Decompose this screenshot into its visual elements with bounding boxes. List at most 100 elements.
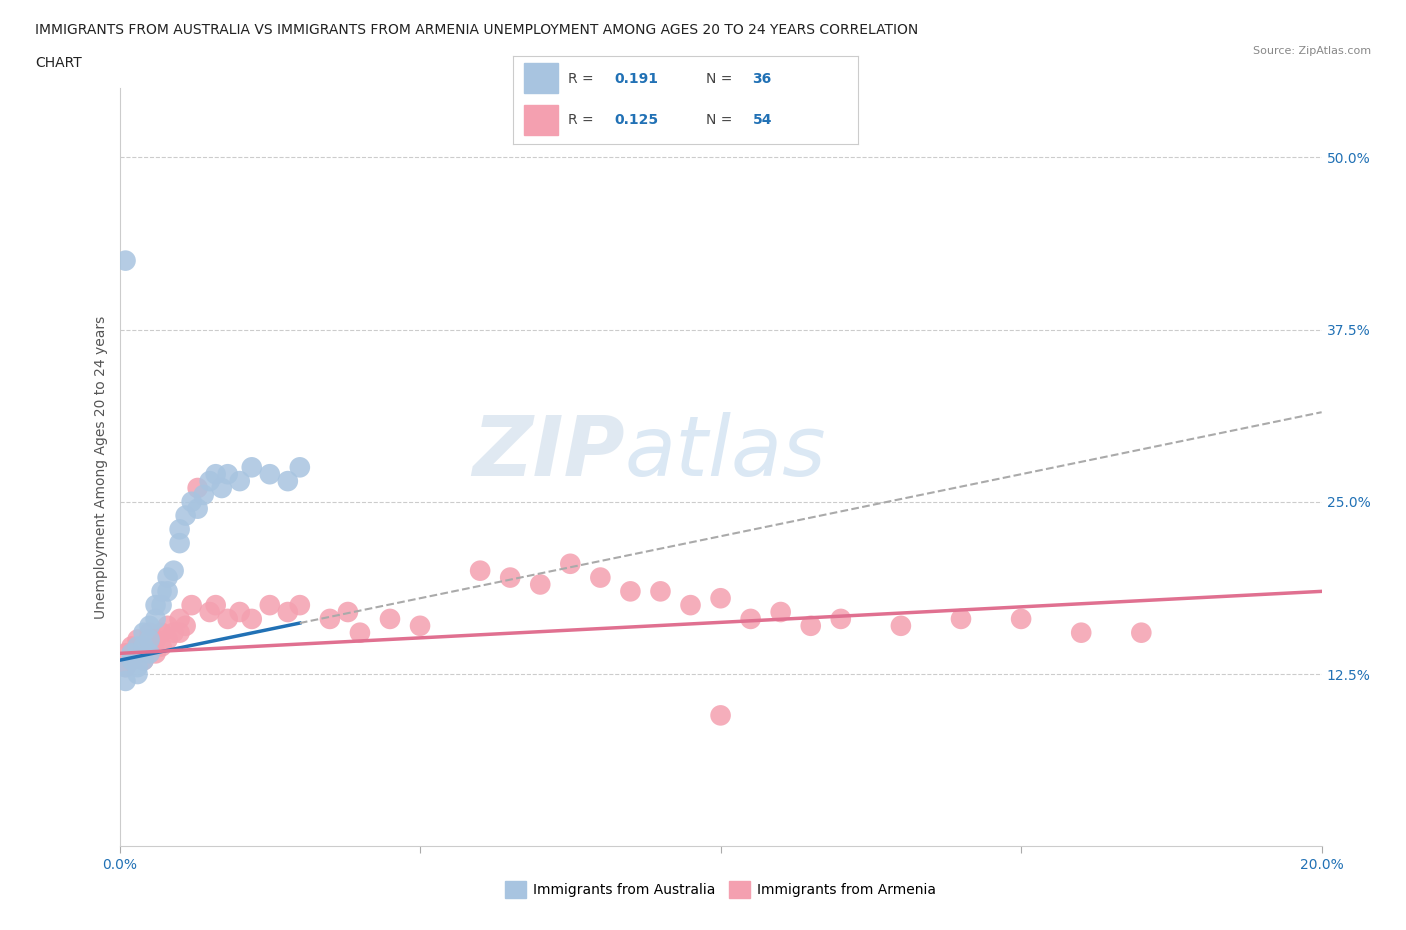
Legend: Immigrants from Australia, Immigrants from Armenia: Immigrants from Australia, Immigrants fr… [499,876,942,904]
Point [204,598,226,613]
Text: N =: N = [706,113,737,127]
Point [156,584,179,599]
Point [138,639,160,654]
Point [138,618,160,633]
Point [259,598,281,613]
Y-axis label: Unemployment Among Ages 20 to 24 years: Unemployment Among Ages 20 to 24 years [94,315,108,619]
Point [409,618,432,633]
Point [150,584,173,599]
Point [169,612,191,627]
Point [650,584,672,599]
Point [529,577,551,591]
Point [769,604,792,619]
Point [169,625,191,640]
Point [114,253,136,268]
Text: R =: R = [568,113,599,127]
Point [145,646,167,661]
Point [180,495,202,510]
Point [121,653,143,668]
Point [138,646,160,661]
Point [619,584,641,599]
Text: atlas: atlas [624,412,827,493]
Point [132,625,155,640]
Point [709,708,731,723]
Point [150,639,173,654]
Point [121,653,143,668]
Text: 36: 36 [752,72,772,86]
Point [169,522,191,537]
Point [217,467,239,482]
Point [1070,625,1092,640]
Point [156,632,179,647]
Point [277,473,299,488]
Point [378,612,401,627]
Text: N =: N = [706,72,737,86]
Point [349,625,371,640]
Point [198,473,221,488]
Point [679,598,702,613]
Point [132,639,155,654]
Point [193,487,215,502]
Point [145,612,167,627]
Point [180,598,202,613]
Point [240,460,263,475]
Bar [523,63,558,93]
Point [150,625,173,640]
Point [288,598,311,613]
Text: CHART: CHART [35,56,82,70]
Point [156,570,179,585]
Text: R =: R = [568,72,599,86]
Point [114,673,136,688]
Point [740,612,762,627]
Point [169,536,191,551]
Point [950,612,973,627]
Point [1010,612,1032,627]
Bar [523,105,558,136]
Point [174,508,197,523]
Point [114,659,136,674]
Point [211,481,233,496]
Point [709,591,731,605]
Point [198,604,221,619]
Point [138,632,160,647]
Point [319,612,342,627]
Text: IMMIGRANTS FROM AUSTRALIA VS IMMIGRANTS FROM ARMENIA UNEMPLOYMENT AMONG AGES 20 : IMMIGRANTS FROM AUSTRALIA VS IMMIGRANTS … [35,23,918,37]
Point [145,598,167,613]
Point [468,564,492,578]
Text: 0.191: 0.191 [614,72,659,86]
Point [187,501,209,516]
Point [560,556,582,571]
Point [127,659,149,674]
Point [127,646,149,661]
Point [187,481,209,496]
Point [288,460,311,475]
Point [499,570,522,585]
Point [162,564,184,578]
Point [204,467,226,482]
Point [138,625,160,640]
Point [145,632,167,647]
Point [114,646,136,661]
Point [127,632,149,647]
Point [174,618,197,633]
Point [589,570,612,585]
Point [132,653,155,668]
Point [150,598,173,613]
Point [336,604,359,619]
Point [127,639,149,654]
Point [132,639,155,654]
Point [228,604,252,619]
Point [240,612,263,627]
Point [830,612,852,627]
Point [156,618,179,633]
Point [121,646,143,661]
Point [800,618,823,633]
Point [127,667,149,682]
Point [114,659,136,674]
Point [162,625,184,640]
Text: ZIP: ZIP [472,412,624,493]
Point [259,467,281,482]
Point [217,612,239,627]
Point [1130,625,1153,640]
Text: Source: ZipAtlas.com: Source: ZipAtlas.com [1253,46,1371,57]
